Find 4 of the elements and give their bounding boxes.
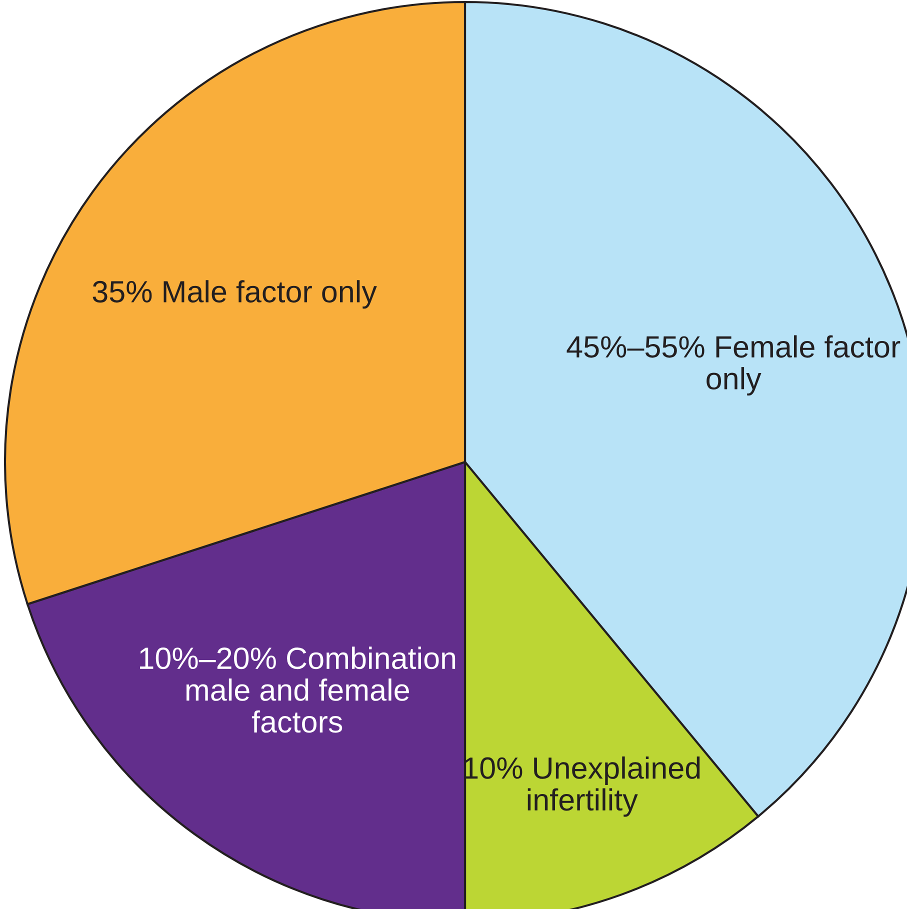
slice-label: 45%–55% Female factor only bbox=[566, 335, 900, 396]
slice-label: 10%–20% Combination male and female factors bbox=[140, 646, 456, 733]
slice-label: 10% Unexplained infertility bbox=[464, 756, 700, 817]
slice-label: 35% Male factor only bbox=[92, 280, 377, 309]
